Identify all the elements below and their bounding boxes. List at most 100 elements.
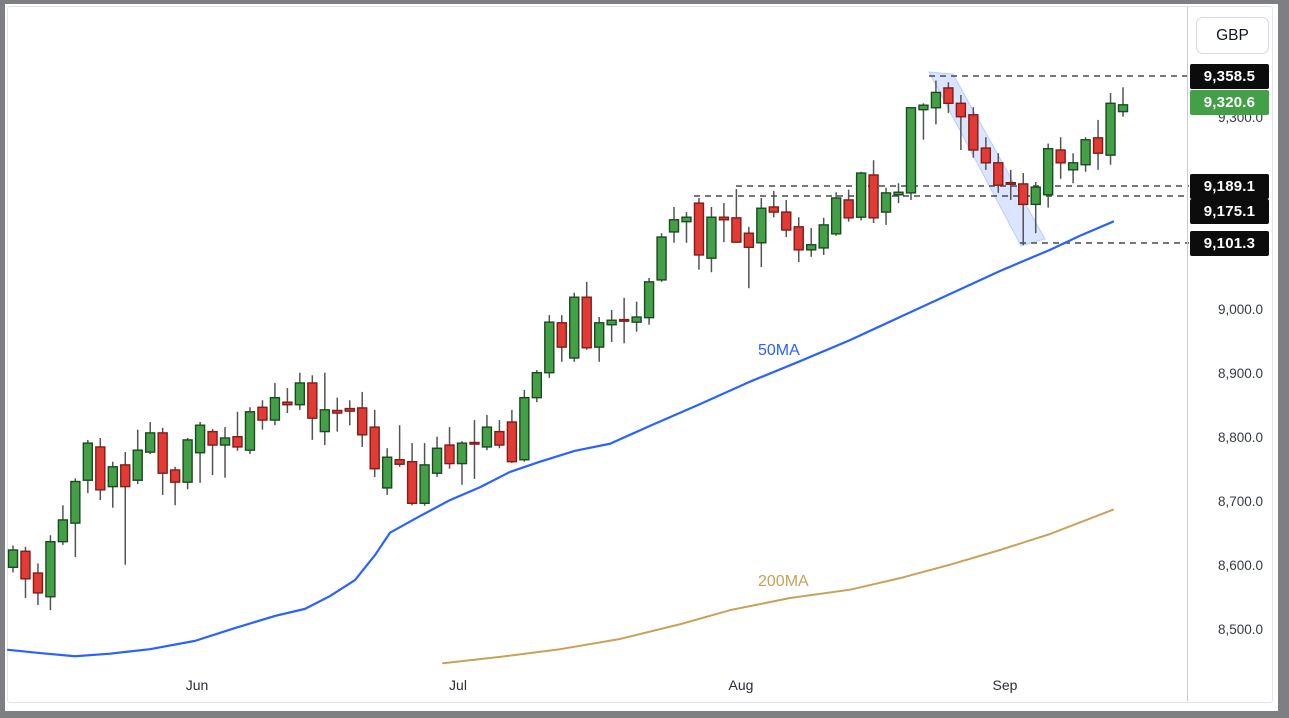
price-axis-separator	[1187, 7, 1188, 701]
candle-body	[182, 439, 193, 483]
candle-body	[506, 421, 518, 463]
candle-body	[918, 104, 929, 111]
candle-body	[319, 409, 330, 433]
candle-body	[494, 430, 505, 446]
candle-body	[157, 432, 168, 474]
candle-body	[868, 174, 879, 219]
candle-body	[968, 114, 979, 151]
ma200-label: 200MA	[758, 573, 809, 590]
candle-body	[718, 216, 730, 221]
candle-body	[481, 426, 493, 448]
candle-body	[294, 382, 306, 406]
candle-body	[893, 191, 904, 196]
candle-body	[656, 236, 667, 281]
y-axis-tick-label: 8,600.0	[1217, 558, 1263, 573]
candle-body	[731, 217, 742, 243]
candle-body	[381, 456, 393, 489]
widget-border	[7, 6, 1273, 703]
candle-body	[668, 219, 680, 233]
candle-body	[406, 460, 418, 504]
candle-body	[269, 396, 281, 421]
candle-body	[7, 549, 19, 568]
candle-body	[556, 322, 567, 348]
candle-body	[943, 87, 954, 104]
candle-body	[369, 426, 380, 470]
y-axis-tick-label: 8,700.0	[1217, 494, 1263, 509]
candle-body	[444, 444, 455, 465]
candle-body	[257, 406, 268, 421]
candle-body	[82, 442, 94, 481]
candle-body	[307, 382, 318, 419]
candle-body	[95, 446, 106, 491]
candle-body	[1055, 149, 1066, 164]
candle-body	[706, 216, 717, 259]
candle-body	[830, 197, 842, 235]
candle-body	[855, 172, 867, 218]
candle-body	[1092, 137, 1104, 154]
candle-body	[32, 572, 44, 594]
price-line-label: 9,358.5	[1190, 63, 1269, 89]
price-line-label: 9,101.3	[1190, 230, 1269, 256]
candle-body	[618, 318, 630, 322]
candle-body	[194, 424, 206, 454]
candle-body	[693, 202, 705, 256]
y-axis-tick-label: 9,000.0	[1217, 302, 1263, 317]
candle-body	[1042, 148, 1054, 196]
candle-body	[1018, 183, 1029, 206]
candle-body	[781, 211, 792, 231]
candle-body	[681, 216, 692, 223]
candle-body	[132, 449, 143, 481]
candle-body	[806, 244, 817, 251]
candle-body	[394, 459, 405, 465]
currency-button[interactable]: GBP	[1196, 17, 1269, 54]
ma50-label: 50MA	[758, 342, 800, 359]
current-price-label: 9,320.6	[1190, 89, 1269, 115]
candle-body	[1030, 186, 1041, 206]
candle-body	[955, 102, 967, 118]
candle-body	[1067, 162, 1079, 171]
candle-body	[120, 464, 131, 488]
candle-body	[980, 147, 992, 164]
y-axis-tick-label: 8,900.0	[1217, 366, 1263, 381]
candle-body	[419, 464, 430, 504]
candle-body	[357, 407, 368, 436]
candle-body	[1080, 139, 1091, 166]
candle-body	[244, 411, 256, 451]
candle-body	[569, 296, 580, 359]
y-axis-tick-label: 8,500.0	[1217, 622, 1263, 637]
candle-body	[232, 436, 243, 448]
chart-panel	[5, 4, 1278, 711]
candle-body	[905, 107, 917, 194]
candle-body	[519, 396, 530, 461]
ma50-line	[6, 220, 1115, 658]
candle-body	[1105, 102, 1116, 156]
candle-body	[169, 469, 181, 483]
candle-body	[57, 519, 69, 543]
candle-body	[793, 226, 804, 251]
candle-body	[20, 550, 31, 580]
ma200-line	[442, 508, 1114, 665]
candle-body	[107, 466, 118, 488]
candle-body	[207, 430, 218, 446]
candle-body	[332, 409, 343, 414]
candle-body	[581, 296, 592, 349]
candle-body	[1005, 181, 1016, 185]
candle-body	[743, 232, 755, 248]
candle-body	[880, 192, 892, 213]
candle-body	[843, 199, 854, 219]
y-axis-tick-label: 8,800.0	[1217, 430, 1263, 445]
candle-body	[219, 437, 231, 446]
month-label: Jun	[185, 677, 209, 693]
candle-body	[593, 322, 605, 348]
price-line-label: 9,175.1	[1190, 198, 1269, 224]
candle-body	[531, 372, 543, 399]
month-label: Jul	[449, 677, 467, 693]
candle-body	[45, 540, 56, 598]
candle-body	[1117, 104, 1129, 113]
candle-body	[282, 401, 293, 406]
candle-body	[930, 91, 942, 109]
candle-body	[456, 442, 468, 465]
candle-body	[431, 447, 443, 474]
